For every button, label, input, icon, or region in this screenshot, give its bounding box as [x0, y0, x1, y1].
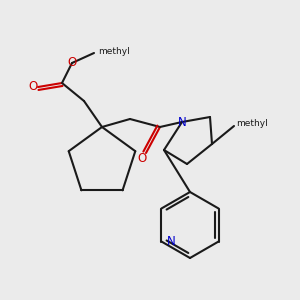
Text: O: O — [68, 56, 76, 70]
Text: N: N — [167, 235, 175, 248]
Text: N: N — [178, 116, 186, 128]
Text: methyl: methyl — [236, 119, 268, 128]
Text: O: O — [28, 80, 38, 94]
Text: O: O — [137, 152, 147, 166]
Text: methyl: methyl — [98, 47, 130, 56]
